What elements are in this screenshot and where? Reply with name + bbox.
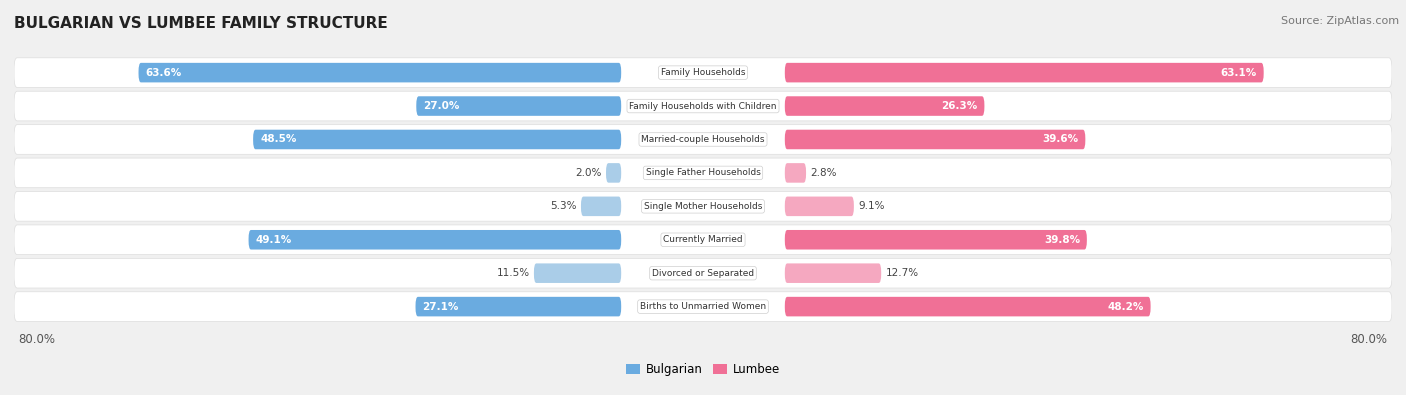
- Text: Married-couple Households: Married-couple Households: [641, 135, 765, 144]
- Text: 27.0%: 27.0%: [423, 101, 460, 111]
- Text: 63.1%: 63.1%: [1220, 68, 1257, 78]
- Text: 11.5%: 11.5%: [496, 268, 530, 278]
- Text: 12.7%: 12.7%: [886, 268, 918, 278]
- FancyBboxPatch shape: [139, 63, 621, 83]
- Text: Currently Married: Currently Married: [664, 235, 742, 244]
- Text: Divorced or Separated: Divorced or Separated: [652, 269, 754, 278]
- Text: 49.1%: 49.1%: [256, 235, 291, 245]
- FancyBboxPatch shape: [785, 96, 984, 116]
- FancyBboxPatch shape: [14, 192, 1392, 221]
- FancyBboxPatch shape: [14, 258, 1392, 288]
- FancyBboxPatch shape: [581, 197, 621, 216]
- FancyBboxPatch shape: [785, 263, 882, 283]
- FancyBboxPatch shape: [785, 230, 1087, 250]
- FancyBboxPatch shape: [253, 130, 621, 149]
- FancyBboxPatch shape: [249, 230, 621, 250]
- FancyBboxPatch shape: [416, 96, 621, 116]
- Text: Single Mother Households: Single Mother Households: [644, 202, 762, 211]
- Text: 63.6%: 63.6%: [145, 68, 181, 78]
- FancyBboxPatch shape: [534, 263, 621, 283]
- FancyBboxPatch shape: [14, 125, 1392, 154]
- Text: 80.0%: 80.0%: [1351, 333, 1388, 346]
- Text: Family Households: Family Households: [661, 68, 745, 77]
- Text: 80.0%: 80.0%: [18, 333, 55, 346]
- Text: 48.2%: 48.2%: [1108, 302, 1143, 312]
- Text: Family Households with Children: Family Households with Children: [630, 102, 776, 111]
- Text: 39.8%: 39.8%: [1043, 235, 1080, 245]
- FancyBboxPatch shape: [606, 163, 621, 182]
- Text: Source: ZipAtlas.com: Source: ZipAtlas.com: [1281, 16, 1399, 26]
- FancyBboxPatch shape: [14, 292, 1392, 322]
- Text: 27.1%: 27.1%: [422, 302, 458, 312]
- Text: Births to Unmarried Women: Births to Unmarried Women: [640, 302, 766, 311]
- Text: 9.1%: 9.1%: [858, 201, 884, 211]
- FancyBboxPatch shape: [785, 197, 853, 216]
- FancyBboxPatch shape: [785, 163, 806, 182]
- Text: 2.8%: 2.8%: [810, 168, 837, 178]
- Text: 26.3%: 26.3%: [941, 101, 977, 111]
- FancyBboxPatch shape: [785, 130, 1085, 149]
- FancyBboxPatch shape: [14, 91, 1392, 121]
- FancyBboxPatch shape: [14, 158, 1392, 188]
- Legend: Bulgarian, Lumbee: Bulgarian, Lumbee: [621, 358, 785, 381]
- Text: Single Father Households: Single Father Households: [645, 168, 761, 177]
- FancyBboxPatch shape: [14, 58, 1392, 87]
- FancyBboxPatch shape: [416, 297, 621, 316]
- Text: 5.3%: 5.3%: [550, 201, 576, 211]
- FancyBboxPatch shape: [785, 297, 1150, 316]
- Text: BULGARIAN VS LUMBEE FAMILY STRUCTURE: BULGARIAN VS LUMBEE FAMILY STRUCTURE: [14, 16, 388, 31]
- Text: 39.6%: 39.6%: [1042, 134, 1078, 145]
- FancyBboxPatch shape: [14, 225, 1392, 254]
- Text: 2.0%: 2.0%: [575, 168, 602, 178]
- Text: 48.5%: 48.5%: [260, 134, 297, 145]
- FancyBboxPatch shape: [785, 63, 1264, 83]
